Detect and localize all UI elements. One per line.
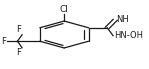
Text: HN-OH: HN-OH (114, 31, 143, 40)
Text: F: F (17, 25, 21, 34)
Text: Cl: Cl (60, 5, 69, 14)
Text: F: F (1, 37, 6, 46)
Text: NH: NH (116, 15, 129, 24)
Text: F: F (17, 48, 21, 57)
